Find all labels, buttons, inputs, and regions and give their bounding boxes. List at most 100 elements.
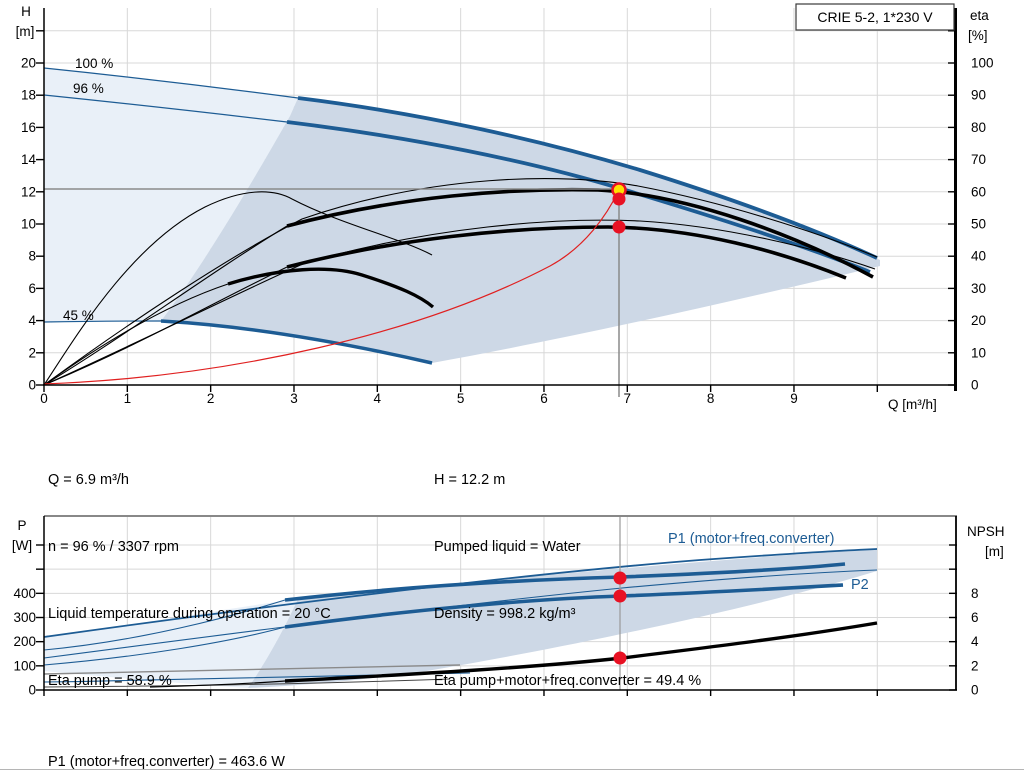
svg-text:6: 6: [540, 391, 548, 406]
svg-text:20: 20: [21, 56, 36, 71]
svg-text:7: 7: [624, 391, 632, 406]
svg-text:8: 8: [707, 391, 715, 406]
svg-text:400: 400: [13, 586, 36, 601]
svg-text:0: 0: [40, 391, 48, 406]
power-info: P1 (motor+freq.converter) = 463.6 W P2 =…: [48, 706, 285, 781]
eta-total-45-thin: [43, 283, 229, 386]
svg-text:2: 2: [971, 658, 979, 673]
p1-96-bold: [284, 562, 846, 602]
npsh-axis-label: NPSH: [967, 524, 1005, 539]
h-axis-label: H: [21, 4, 31, 19]
svg-text:16: 16: [21, 120, 36, 135]
eta-total-45-bold: [227, 267, 435, 309]
info-eta-pump: Eta pump = 58.9 %: [48, 673, 172, 690]
npsh-axis-unit: [m]: [985, 544, 1004, 559]
svg-text:20: 20: [971, 313, 986, 328]
info-speed: n = 96 % / 3307 rpm: [48, 539, 179, 556]
svg-text:4: 4: [28, 313, 36, 328]
p2-96-thin: [43, 626, 286, 666]
svg-text:200: 200: [13, 634, 36, 649]
svg-text:100: 100: [971, 56, 994, 71]
svg-text:0: 0: [971, 378, 979, 393]
bottom-envelope-pale: [44, 599, 298, 688]
svg-text:4: 4: [374, 391, 382, 406]
top-envelope-pale: [44, 68, 298, 322]
eta-total-100-curve: [43, 219, 876, 386]
svg-text:70: 70: [971, 152, 986, 167]
p1-96-thin: [43, 599, 286, 651]
info-head: H = 12.2 m: [434, 471, 506, 488]
top-chart-tick-labels: 0246810121416182001020304050607080901000…: [21, 56, 994, 407]
qh-curve-100-thin: [43, 67, 299, 99]
speed-45-label: 45 %: [63, 308, 94, 323]
svg-text:10: 10: [971, 345, 986, 360]
duty-info-right: H = 12.2 m Pumped liquid = Water Density…: [434, 424, 701, 715]
bottom-chart-tick-labels: 0 100 200 300 400 0 2 4 6 8: [13, 586, 979, 698]
duty-point-eta-pump: [612, 192, 626, 206]
eta-pump-100-curve: [43, 178, 878, 386]
duty-info-left: Q = 6.9 m³/h n = 96 % / 3307 rpm Liquid …: [48, 424, 331, 715]
svg-text:50: 50: [971, 217, 986, 232]
eta-total-96-bold: [286, 225, 847, 280]
svg-text:0: 0: [971, 683, 979, 698]
p2-100-curve: [43, 569, 878, 659]
p1-100-curve: [43, 548, 878, 638]
p2-96-bold: [284, 583, 844, 629]
h-axis-unit: [m]: [16, 24, 35, 39]
eta-axis-label: eta: [970, 8, 989, 23]
svg-text:90: 90: [971, 88, 986, 103]
svg-text:6: 6: [28, 281, 36, 296]
duty-point-eta-total: [612, 220, 626, 234]
svg-text:100: 100: [13, 658, 36, 673]
duty-point-p1: [613, 571, 627, 585]
svg-text:14: 14: [21, 152, 37, 167]
p1-45-curve: [43, 664, 461, 675]
svg-text:300: 300: [13, 610, 36, 625]
svg-text:1: 1: [124, 391, 132, 406]
eta-pump-96-thin: [43, 225, 288, 386]
bottom-envelope-dark: [248, 549, 877, 688]
eta-pump-96-bold: [286, 187, 874, 279]
svg-text:8: 8: [971, 586, 979, 601]
pump-type-box: [795, 3, 955, 31]
qh-curve-96-thin: [43, 94, 288, 123]
npsh-thin: [149, 680, 286, 688]
q-axis-label: Q [m³/h]: [888, 397, 937, 412]
svg-text:80: 80: [971, 120, 986, 135]
info-temperature: Liquid temperature during operation = 20…: [48, 606, 331, 623]
info-p1: P1 (motor+freq.converter) = 463.6 W: [48, 753, 285, 770]
svg-text:3: 3: [290, 391, 298, 406]
top-chart-ticks: [36, 30, 956, 392]
svg-text:9: 9: [790, 391, 798, 406]
svg-text:10: 10: [21, 217, 36, 232]
svg-text:6: 6: [971, 610, 979, 625]
qh-curve-100-bold: [297, 96, 878, 260]
svg-text:40: 40: [971, 249, 986, 264]
aux-45-curve: [43, 678, 451, 688]
pump-type-label: CRIE 5-2, 1*230 V: [817, 9, 933, 25]
p2-curve-label: P2: [851, 577, 869, 593]
svg-text:2: 2: [28, 345, 36, 360]
svg-text:0: 0: [28, 683, 36, 698]
eta-axis-unit: [%]: [968, 28, 988, 43]
duty-point-p2: [613, 589, 627, 603]
svg-text:60: 60: [971, 184, 986, 199]
speed-100-label: 100 %: [75, 56, 113, 71]
p-axis-unit: [W]: [12, 538, 32, 553]
duty-point-npsh: [613, 651, 627, 665]
p-axis-label: P: [17, 518, 26, 533]
svg-text:0: 0: [28, 378, 36, 393]
info-liquid: Pumped liquid = Water: [434, 539, 581, 556]
info-flow: Q = 6.9 m³/h: [48, 471, 129, 488]
qh-curve-45-bold: [160, 319, 433, 365]
system-curve: [43, 189, 620, 385]
svg-text:4: 4: [971, 634, 979, 649]
svg-text:30: 30: [971, 281, 986, 296]
qh-curve-45-thin: [43, 320, 162, 323]
eta-pump-45-curve: [43, 191, 433, 386]
svg-text:12: 12: [21, 184, 36, 199]
p1-curve-label: P1 (motor+freq.converter): [668, 531, 834, 547]
svg-text:2: 2: [207, 391, 215, 406]
